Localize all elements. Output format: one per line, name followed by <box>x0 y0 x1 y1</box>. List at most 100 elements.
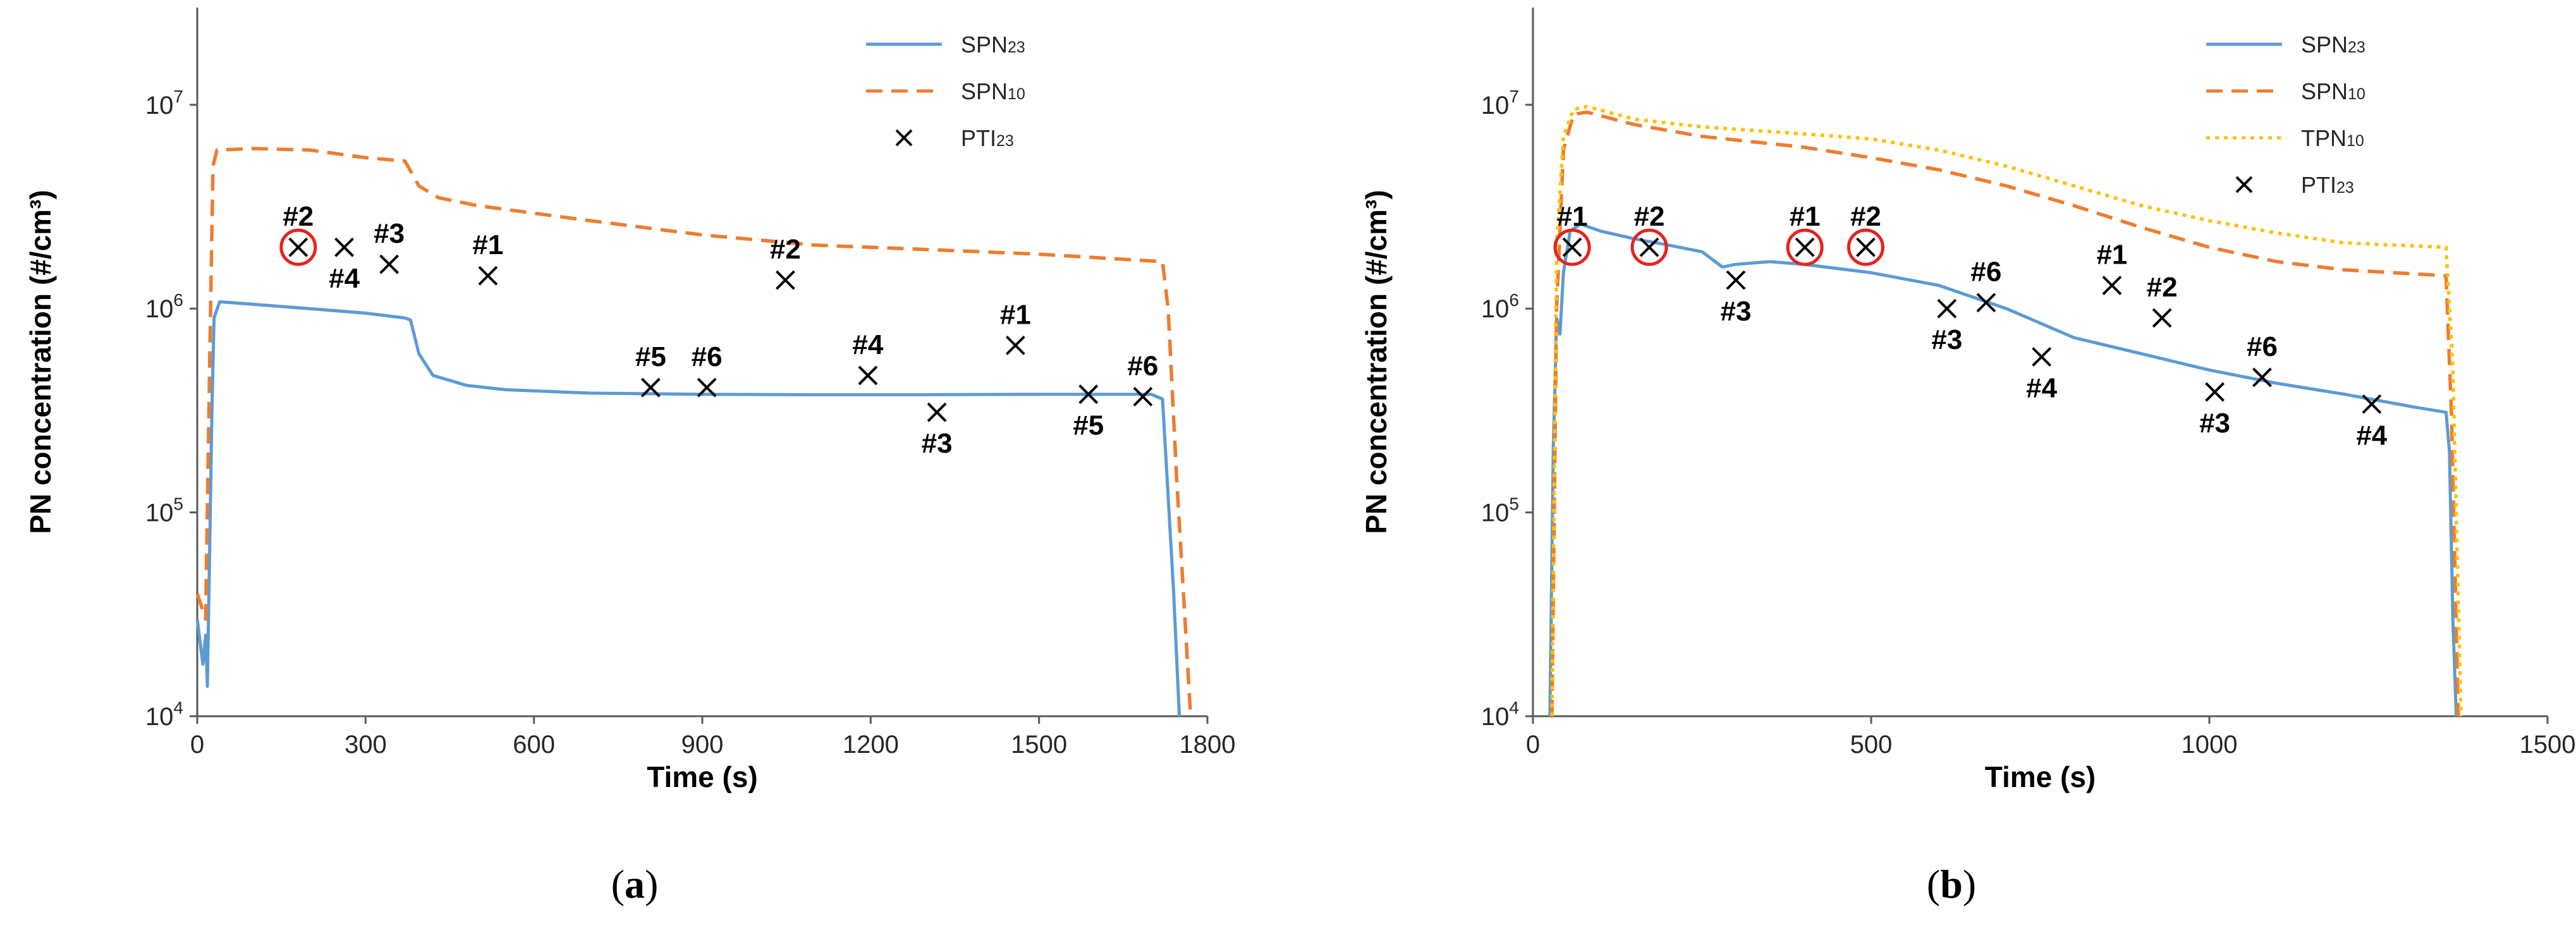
marker-label: #3 <box>2199 408 2230 439</box>
pti-marker <box>1786 228 1824 266</box>
pti-marker <box>478 266 498 286</box>
marker-label: #2 <box>283 201 314 232</box>
marker-label: #6 <box>692 341 723 372</box>
pti-cross-stroke <box>2152 308 2172 328</box>
pti-cross-stroke <box>379 254 400 274</box>
marker-label: #1 <box>1790 201 1821 232</box>
legend-main: SPN <box>2301 78 2348 104</box>
pti-cross-stroke <box>2362 394 2382 414</box>
marker-label: #6 <box>2247 331 2278 362</box>
x-tick-label: 1200 <box>843 731 899 759</box>
x-axis-title: Time (s) <box>647 760 758 793</box>
pti-cross-stroke <box>1078 384 1099 405</box>
legend-main: SPN <box>961 32 1008 58</box>
y-axis-title: PN concentration (#/cm³) <box>1360 190 1393 534</box>
pti-marker <box>2152 308 2172 328</box>
y-tick-base: 10 <box>145 92 174 119</box>
marker-label: #1 <box>1557 201 1588 232</box>
highlight-circle <box>1847 228 1884 266</box>
y-tick-label: 106 <box>1481 290 1519 323</box>
pti-marker <box>640 377 661 398</box>
pti-cross-stroke <box>2102 276 2122 295</box>
y-tick-exponent: 6 <box>1509 290 1519 310</box>
pti-marker <box>279 228 317 266</box>
highlight-circle <box>1630 228 1668 266</box>
marker-label: #6 <box>1970 257 2001 288</box>
y-tick-label: 107 <box>1481 87 1519 119</box>
pti-marker <box>334 237 355 257</box>
x-tick-label: 1500 <box>1011 731 1067 759</box>
y-tick-base: 10 <box>1481 499 1510 527</box>
pti-marker <box>2362 394 2382 414</box>
pti-marker <box>1937 298 1957 319</box>
pti-cross-stroke <box>478 266 498 286</box>
highlight-circle <box>279 228 317 266</box>
x-tick-label: 1500 <box>2520 731 2576 759</box>
legend-swatch-pti-stroke <box>895 129 913 147</box>
legend-label-spn23: SPN23 <box>961 32 1025 58</box>
marker-label: #1 <box>1000 299 1031 330</box>
legend-sub: 10 <box>2347 132 2364 150</box>
pti-marker <box>2252 367 2272 388</box>
legend-sub: 10 <box>2348 85 2365 103</box>
legend-label-spn23: SPN23 <box>2301 32 2365 58</box>
marker-label: #3 <box>374 218 405 249</box>
pti-marker <box>858 365 878 386</box>
pti-marker <box>1005 335 1025 355</box>
legend-sub: 23 <box>1008 39 1025 56</box>
pti-cross-stroke <box>858 365 878 386</box>
y-tick-label: 105 <box>1481 494 1519 527</box>
y-tick-base: 10 <box>1481 295 1510 323</box>
pti-cross-stroke <box>640 377 661 398</box>
y-axis-title: PN concentration (#/cm³) <box>24 190 57 534</box>
pti-marker <box>1976 293 1996 313</box>
marker-label: #1 <box>2096 239 2127 270</box>
legend-label-spn10: SPN10 <box>961 78 1025 104</box>
y-tick-label: 106 <box>145 290 183 323</box>
pti-cross-stroke <box>1937 298 1957 319</box>
x-tick-label: 300 <box>345 731 387 759</box>
y-tick-label: 104 <box>145 698 183 731</box>
pti-cross-stroke <box>288 237 308 257</box>
pti-cross-stroke <box>1639 237 1659 257</box>
x-tick-label: 600 <box>513 731 555 759</box>
legend-swatch-pti-stroke <box>2235 176 2253 193</box>
pti-marker <box>2102 276 2122 295</box>
pti-cross-stroke <box>697 377 717 398</box>
pti-cross-stroke <box>1133 387 1153 406</box>
y-tick-label: 105 <box>145 494 183 527</box>
y-tick-base: 10 <box>145 703 174 731</box>
y-tick-label: 104 <box>1481 698 1519 731</box>
series-line-spn10 <box>195 147 1193 717</box>
panel-label-letter: a <box>625 862 645 907</box>
highlight-circle <box>1553 228 1591 266</box>
pti-cross-stroke <box>2252 367 2272 388</box>
y-tick-base: 10 <box>145 499 174 527</box>
y-tick-exponent: 7 <box>173 87 183 106</box>
pti-cross-stroke <box>927 402 947 422</box>
y-tick-exponent: 4 <box>1509 698 1519 717</box>
panel-label: (a) <box>611 862 659 907</box>
pti-marker <box>1133 387 1153 406</box>
pti-cross-stroke <box>1856 237 1876 257</box>
legend-main: TPN <box>2301 125 2347 151</box>
pti-cross-stroke <box>2032 347 2052 367</box>
marker-label: #3 <box>1721 296 1752 327</box>
series-line-spn10 <box>1550 110 2460 717</box>
x-tick-label: 0 <box>190 731 204 759</box>
highlight-circle <box>1786 228 1824 266</box>
legend-label-pti23: PTI23 <box>2301 172 2354 198</box>
pti-cross-stroke <box>775 270 795 290</box>
pti-cross-stroke <box>334 237 355 257</box>
panel-label: (b) <box>1927 862 1976 907</box>
panel-label-open: ( <box>1927 862 1940 907</box>
y-tick-base: 10 <box>145 295 174 323</box>
pti-marker <box>1630 228 1668 266</box>
marker-label: #4 <box>2356 420 2387 451</box>
series-line-spn23 <box>1548 222 2458 717</box>
y-tick-exponent: 5 <box>173 494 183 514</box>
